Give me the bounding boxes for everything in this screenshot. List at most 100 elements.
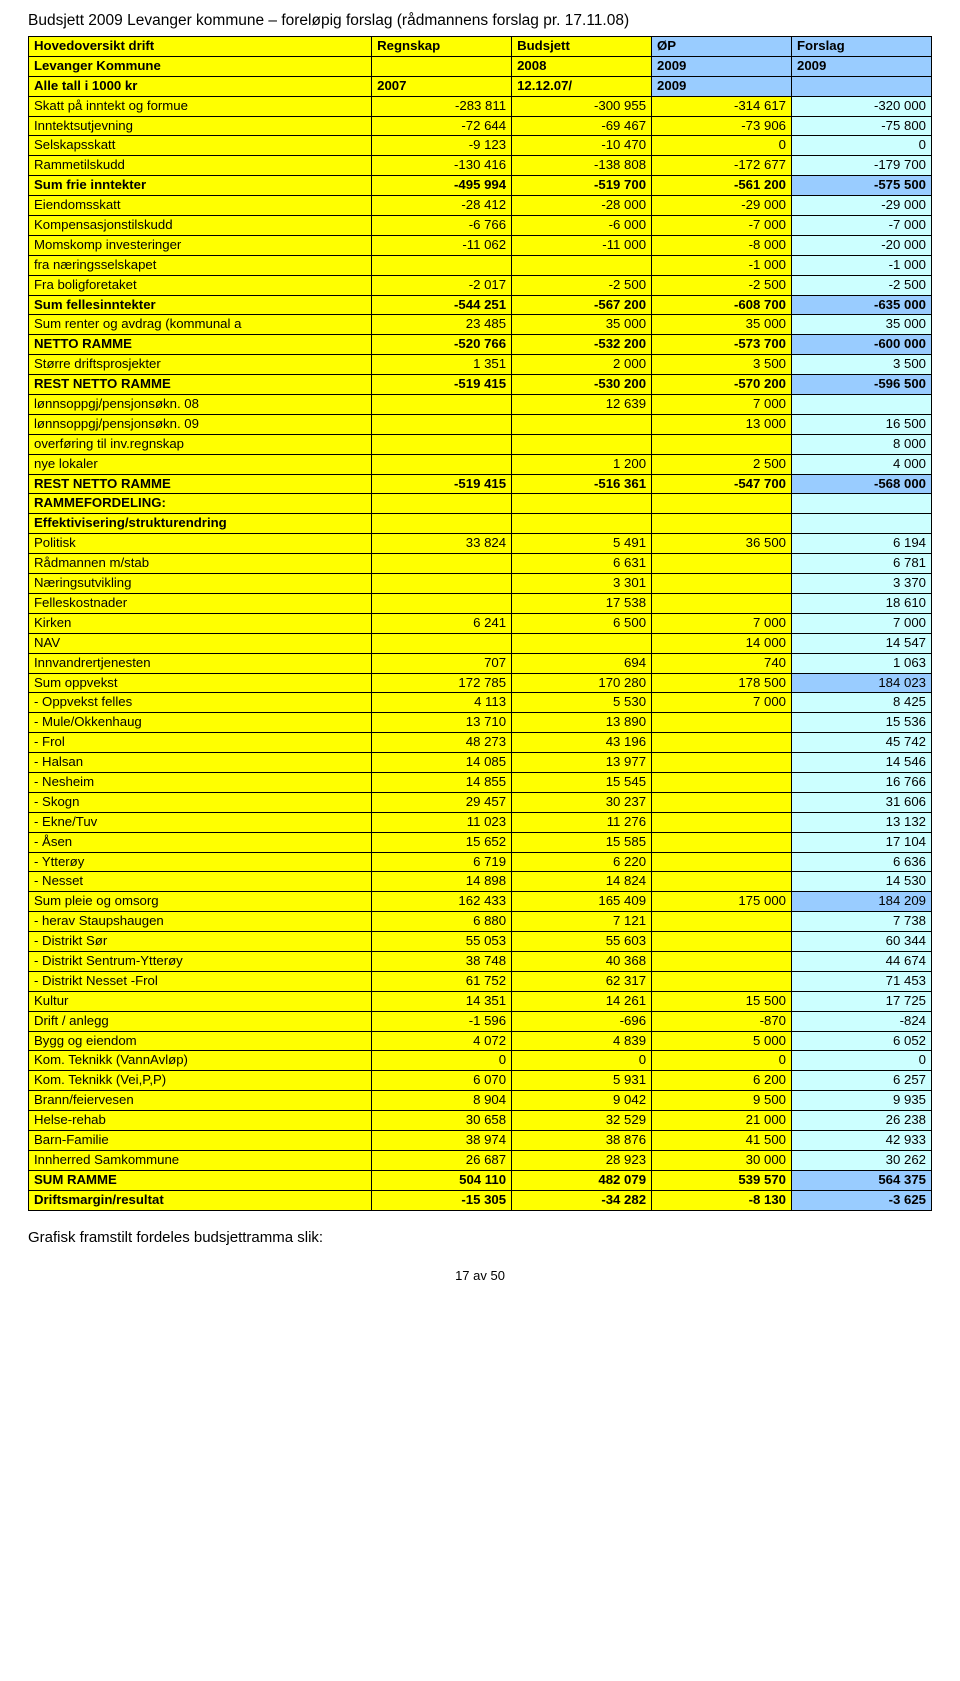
- row-value: -696: [512, 1011, 652, 1031]
- row-value: 23 485: [372, 315, 512, 335]
- row-value: 7 000: [652, 693, 792, 713]
- row-label: Barn-Familie: [29, 1130, 372, 1150]
- table-row: Kom. Teknikk (Vei,P,P)6 0705 9316 2006 2…: [29, 1071, 932, 1091]
- row-value: -72 644: [372, 116, 512, 136]
- row-value: 564 375: [792, 1170, 932, 1190]
- row-value: 170 280: [512, 673, 652, 693]
- row-value: -596 500: [792, 375, 932, 395]
- row-label: Effektivisering/strukturendring: [29, 514, 372, 534]
- row-value: [512, 633, 652, 653]
- row-value: 1 063: [792, 653, 932, 673]
- table-row: Sum renter og avdrag (kommunal a23 48535…: [29, 315, 932, 335]
- row-label: Skatt på inntekt og formue: [29, 96, 372, 116]
- row-value: -34 282: [512, 1190, 652, 1210]
- table-row: Sum frie inntekter-495 994-519 700-561 2…: [29, 176, 932, 196]
- row-value: -73 906: [652, 116, 792, 136]
- row-value: 5 000: [652, 1031, 792, 1051]
- row-value: 2009: [792, 56, 932, 76]
- row-value: -530 200: [512, 375, 652, 395]
- row-value: 14 351: [372, 991, 512, 1011]
- row-value: 43 196: [512, 733, 652, 753]
- row-value: 14 547: [792, 633, 932, 653]
- row-value: [652, 554, 792, 574]
- row-value: -600 000: [792, 335, 932, 355]
- row-value: [652, 772, 792, 792]
- row-value: -2 500: [512, 275, 652, 295]
- row-value: -8 000: [652, 235, 792, 255]
- row-label: lønnsoppgj/pensjonsøkn. 09: [29, 414, 372, 434]
- row-value: 12 639: [512, 395, 652, 415]
- row-value: 0: [792, 1051, 932, 1071]
- row-value: -9 123: [372, 136, 512, 156]
- row-value: 35 000: [652, 315, 792, 335]
- row-value: 5 931: [512, 1071, 652, 1091]
- table-header-row: Levanger Kommune200820092009: [29, 56, 932, 76]
- row-label: Kultur: [29, 991, 372, 1011]
- row-value: -29 000: [652, 196, 792, 216]
- table-row: Rammetilskudd-130 416-138 808-172 677-17…: [29, 156, 932, 176]
- row-value: 15 500: [652, 991, 792, 1011]
- row-label: Sum oppvekst: [29, 673, 372, 693]
- row-value: -1 000: [652, 255, 792, 275]
- row-value: [652, 872, 792, 892]
- table-row: - herav Staupshaugen6 8807 1217 738: [29, 912, 932, 932]
- row-value: 504 110: [372, 1170, 512, 1190]
- row-value: [792, 395, 932, 415]
- table-row: - Nesheim14 85515 54516 766: [29, 772, 932, 792]
- row-value: 31 606: [792, 792, 932, 812]
- row-label: Sum frie inntekter: [29, 176, 372, 196]
- row-value: [652, 514, 792, 534]
- row-value: [372, 633, 512, 653]
- row-value: 13 977: [512, 753, 652, 773]
- row-value: -635 000: [792, 295, 932, 315]
- row-value: 14 855: [372, 772, 512, 792]
- row-value: Regnskap: [372, 37, 512, 57]
- row-label: - Skogn: [29, 792, 372, 812]
- row-label: - Mule/Okkenhaug: [29, 713, 372, 733]
- row-value: 1 351: [372, 355, 512, 375]
- row-value: -75 800: [792, 116, 932, 136]
- table-row: Næringsutvikling3 3013 370: [29, 574, 932, 594]
- footer-note: Grafisk framstilt fordeles budsjettramma…: [28, 1229, 932, 1246]
- row-label: Sum pleie og omsorg: [29, 892, 372, 912]
- row-label: NETTO RAMME: [29, 335, 372, 355]
- row-value: 35 000: [792, 315, 932, 335]
- row-value: ØP: [652, 37, 792, 57]
- row-label: Sum fellesinntekter: [29, 295, 372, 315]
- row-label: Brann/feiervesen: [29, 1091, 372, 1111]
- row-value: 4 000: [792, 454, 932, 474]
- table-row: Innherred Samkommune26 68728 92330 00030…: [29, 1150, 932, 1170]
- row-value: 14 898: [372, 872, 512, 892]
- row-value: 0: [792, 136, 932, 156]
- row-value: -20 000: [792, 235, 932, 255]
- row-label: Driftsmargin/resultat: [29, 1190, 372, 1210]
- row-value: 11 023: [372, 812, 512, 832]
- row-value: 9 935: [792, 1091, 932, 1111]
- row-value: -6 000: [512, 216, 652, 236]
- row-value: 17 538: [512, 593, 652, 613]
- row-value: [372, 593, 512, 613]
- row-value: [512, 514, 652, 534]
- table-row: fra næringsselskapet-1 000-1 000: [29, 255, 932, 275]
- row-value: 0: [372, 1051, 512, 1071]
- row-value: -69 467: [512, 116, 652, 136]
- row-value: -519 700: [512, 176, 652, 196]
- row-value: -3 625: [792, 1190, 932, 1210]
- row-value: 11 276: [512, 812, 652, 832]
- row-value: [512, 434, 652, 454]
- table-row: Driftsmargin/resultat-15 305-34 282-8 13…: [29, 1190, 932, 1210]
- row-label: Selskapsskatt: [29, 136, 372, 156]
- row-value: 2009: [652, 76, 792, 96]
- row-value: [652, 434, 792, 454]
- row-value: [652, 951, 792, 971]
- row-label: - Distrikt Sentrum-Ytterøy: [29, 951, 372, 971]
- row-label: - Nesset: [29, 872, 372, 892]
- table-row: Kultur14 35114 26115 50017 725: [29, 991, 932, 1011]
- row-value: 0: [512, 1051, 652, 1071]
- row-value: 694: [512, 653, 652, 673]
- row-value: 36 500: [652, 534, 792, 554]
- table-row: NETTO RAMME-520 766-532 200-573 700-600 …: [29, 335, 932, 355]
- table-row: - Skogn29 45730 23731 606: [29, 792, 932, 812]
- row-value: [652, 852, 792, 872]
- row-value: 14 261: [512, 991, 652, 1011]
